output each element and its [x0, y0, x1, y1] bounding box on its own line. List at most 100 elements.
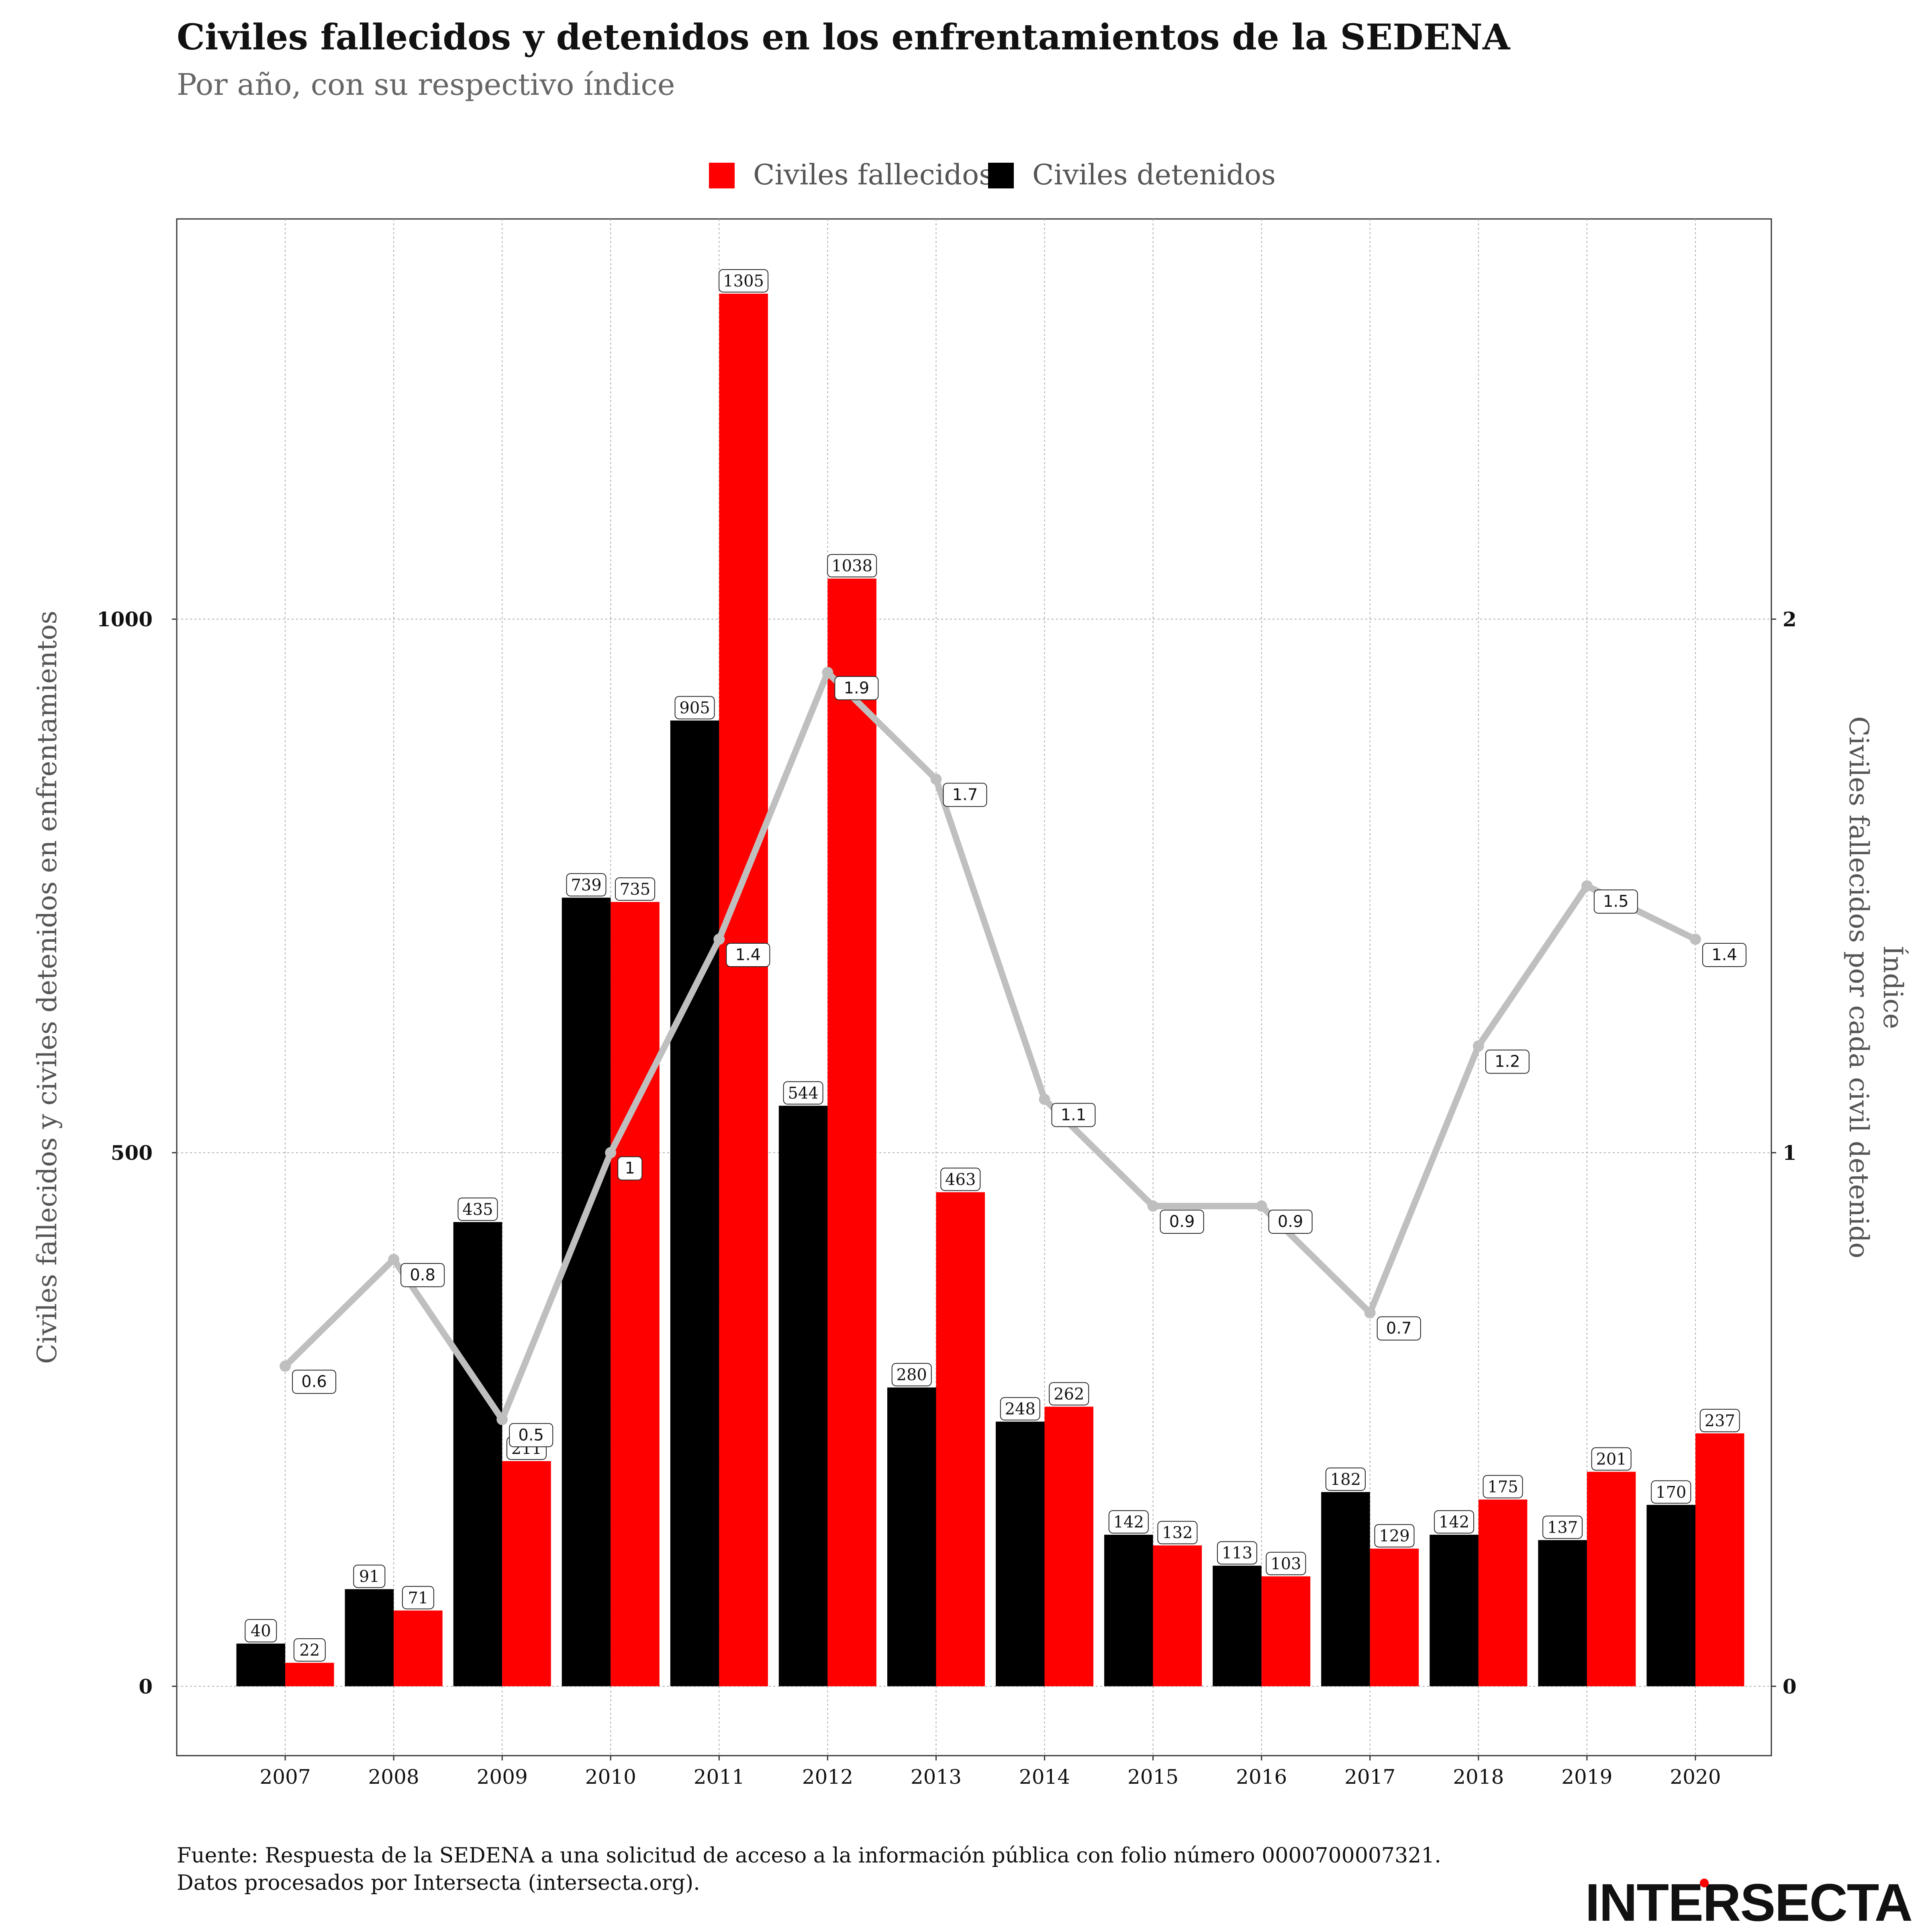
bar-value-label: 262 — [1054, 1385, 1084, 1403]
x-tick-label: 2010 — [585, 1765, 636, 1789]
index-value-label: 1.4 — [1712, 946, 1737, 964]
bar-value-label: 1038 — [831, 557, 872, 575]
x-tick-label: 2019 — [1561, 1765, 1612, 1789]
bar-value-label-box — [1699, 1409, 1740, 1432]
bar-civiles-fallecidos — [394, 1610, 443, 1687]
index-line — [282, 669, 1699, 1423]
bar-value-label: 132 — [1162, 1524, 1193, 1542]
bar-value-label-box — [1157, 1521, 1198, 1544]
bar-civiles-fallecidos — [1261, 1576, 1311, 1687]
bar-civiles-fallecidos — [1153, 1545, 1202, 1687]
index-value-label-box — [509, 1423, 553, 1447]
bar-value-label-box — [293, 1638, 326, 1662]
bar-value-label-box — [402, 1586, 434, 1609]
bar-civiles-fallecidos — [827, 579, 876, 1687]
bar-civiles-detenidos — [562, 898, 611, 1687]
index-value-label-box — [726, 942, 770, 967]
index-value-label-box — [617, 1156, 643, 1181]
x-tick-label: 2007 — [259, 1765, 310, 1789]
index-point — [280, 1360, 291, 1372]
y-tick-label-left: 500 — [111, 1141, 153, 1165]
bar-civiles-detenidos — [453, 1222, 502, 1687]
index-value-label: 0.8 — [410, 1266, 435, 1284]
index-value-label: 1.1 — [1061, 1106, 1087, 1124]
x-tick-label: 2015 — [1127, 1765, 1178, 1789]
index-value-label-box — [1485, 1049, 1530, 1074]
bar-value-label: 142 — [1113, 1513, 1144, 1531]
legend-label: Civiles fallecidos — [753, 158, 993, 191]
index-value-label: 1.2 — [1495, 1053, 1520, 1071]
chart-subtitle: Por año, con su respectivo índice — [177, 67, 675, 102]
bar-value-label: 1305 — [723, 272, 764, 290]
bar-value-label-box — [1483, 1475, 1523, 1499]
bar-civiles-detenidos — [778, 1106, 828, 1687]
bar-value-label-box — [1651, 1480, 1691, 1504]
y-axis-title-right-line2: Civiles fallecidos por cada civil deteni… — [1843, 716, 1874, 1258]
bar-civiles-detenidos — [1321, 1492, 1370, 1687]
bar-value-label-box — [245, 1619, 277, 1643]
x-tick-label: 2013 — [911, 1765, 962, 1789]
index-value-label-box — [1051, 1103, 1096, 1127]
index-point — [1039, 1094, 1050, 1105]
y-tick-label-right: 0 — [1783, 1674, 1797, 1698]
bar-civiles-fallecidos — [1587, 1472, 1636, 1687]
bar-value-label: 22 — [299, 1641, 320, 1660]
x-tick-label: 2011 — [694, 1765, 745, 1789]
index-value-label-box — [943, 783, 987, 807]
bar-value-label: 103 — [1270, 1555, 1301, 1573]
bar-value-label: 129 — [1379, 1527, 1409, 1546]
index-value-label-box — [834, 676, 879, 700]
index-value-label: 1.4 — [735, 946, 761, 964]
bar-civiles-detenidos — [887, 1387, 936, 1687]
bar-civiles-detenidos — [996, 1421, 1045, 1687]
bar-value-label-box — [615, 877, 656, 901]
bar-value-label-box — [1542, 1515, 1583, 1539]
x-tick-label: 2017 — [1344, 1765, 1395, 1789]
index-point — [1364, 1307, 1376, 1319]
bar-value-label-box — [1374, 1524, 1415, 1548]
x-tick-label: 2016 — [1236, 1765, 1287, 1789]
x-tick-label: 2009 — [477, 1765, 528, 1789]
intersecta-logo: INTERSECTA — [1585, 1876, 1913, 1929]
bar-civiles-detenidos — [670, 720, 719, 1687]
bar-civiles-fallecidos — [1370, 1548, 1419, 1687]
y-axis-title-left: Civiles fallecidos y civiles detenidos e… — [32, 611, 63, 1364]
bar-value-label-box — [1217, 1541, 1257, 1565]
bar-civiles-detenidos — [1104, 1535, 1153, 1687]
bar-value-label: 201 — [1596, 1450, 1626, 1468]
bar-value-label-box — [1000, 1397, 1040, 1421]
bar-value-label-box — [1266, 1552, 1306, 1575]
y-tick-label-left: 1000 — [97, 607, 153, 631]
bar-civiles-fallecidos — [1695, 1433, 1744, 1687]
bar-value-label: 137 — [1547, 1518, 1578, 1537]
index-value-label-box — [1268, 1210, 1313, 1234]
index-point — [930, 773, 942, 785]
bar-value-label: 40 — [251, 1622, 271, 1640]
bar-value-label-box — [1434, 1510, 1475, 1534]
index-point — [1473, 1040, 1484, 1052]
bar-value-label: 544 — [788, 1084, 818, 1102]
bar-value-label: 175 — [1487, 1478, 1518, 1497]
index-point — [1689, 933, 1701, 945]
bar-value-label-box — [457, 1197, 498, 1221]
index-value-label-box — [400, 1263, 445, 1287]
bar-civiles-fallecidos — [1044, 1407, 1094, 1687]
index-point — [822, 666, 833, 678]
source-line-2: Datos procesados por Intersecta (interse… — [177, 1871, 700, 1895]
bar-value-label-box — [1108, 1510, 1149, 1534]
source-note: Fuente: Respuesta de la SEDENA a una sol… — [177, 1842, 1441, 1897]
index-point — [496, 1414, 508, 1425]
index-value-label-box — [1593, 889, 1638, 914]
source-line-1: Fuente: Respuesta de la SEDENA a una sol… — [177, 1844, 1441, 1868]
y-tick-label-right: 1 — [1783, 1141, 1797, 1165]
legend-label: Civiles detenidos — [1032, 158, 1276, 191]
bar-value-label: 735 — [620, 880, 650, 899]
bar-civiles-fallecidos — [285, 1662, 334, 1687]
index-value-label: 1.5 — [1603, 892, 1629, 911]
bar-value-label: 71 — [408, 1589, 428, 1607]
index-value-label: 0.9 — [1278, 1212, 1303, 1231]
index-value-label: 1 — [625, 1159, 635, 1178]
plot-border — [176, 218, 1772, 1756]
index-value-label: 1.7 — [952, 786, 978, 804]
